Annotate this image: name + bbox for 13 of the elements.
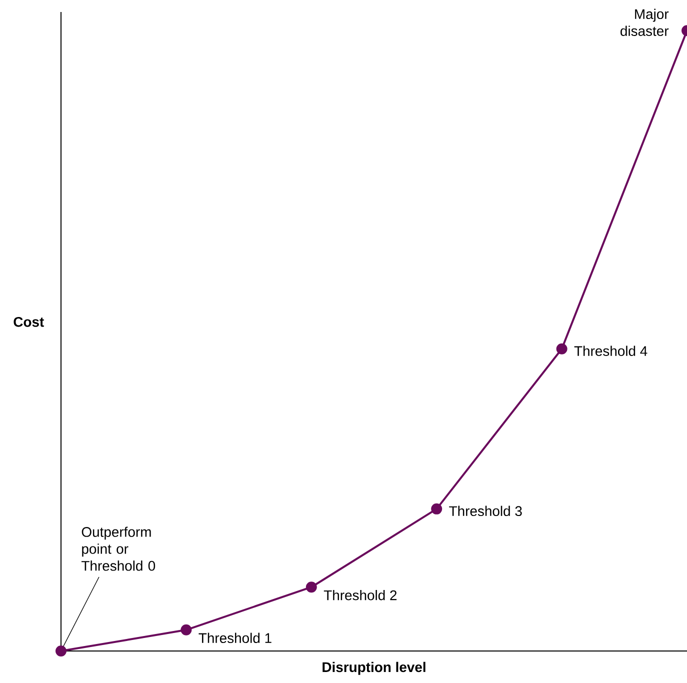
annotation: Outperform point or Threshold 0 <box>82 526 156 571</box>
y-axis-title: Cost <box>14 316 44 327</box>
annotation: Threshold 4 <box>574 346 648 356</box>
point <box>556 343 568 354</box>
annotation: Threshold 3 <box>449 506 522 516</box>
annotation: Major disaster <box>620 8 669 36</box>
x-axis-title: Disruption level <box>322 662 426 675</box>
point <box>431 503 442 514</box>
point <box>180 624 192 636</box>
point <box>56 646 66 656</box>
annotation: Threshold 1 <box>198 632 272 644</box>
point <box>306 582 317 593</box>
annotation: Threshold 2 <box>324 590 397 600</box>
